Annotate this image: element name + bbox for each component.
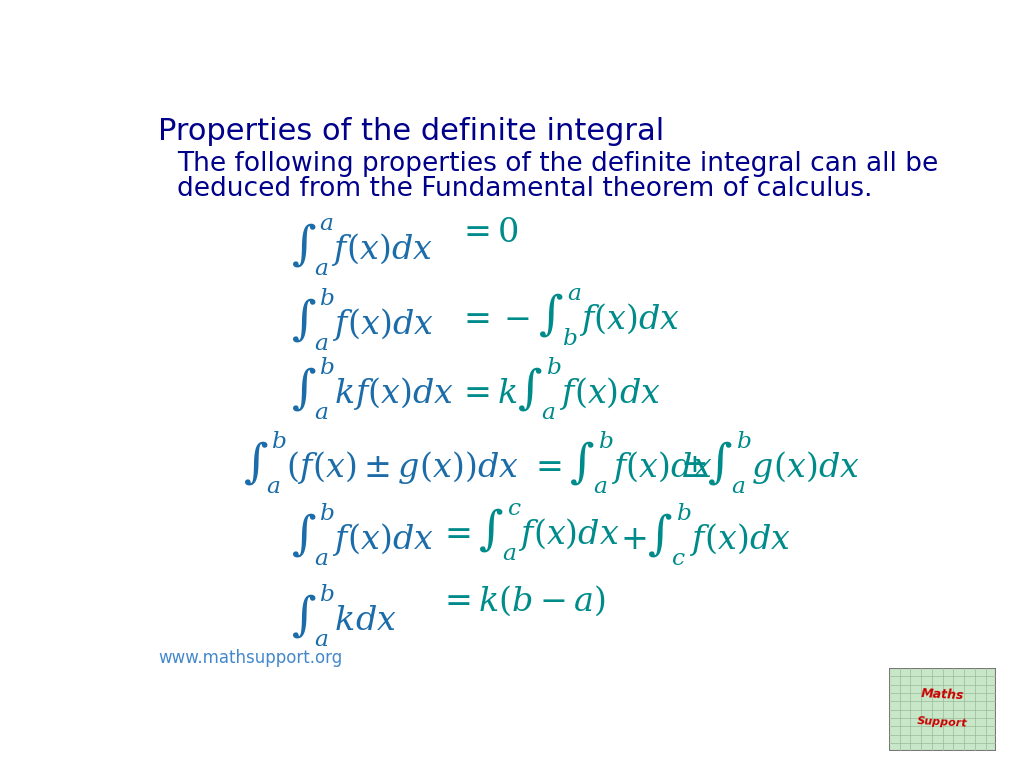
Text: Maths: Maths xyxy=(921,687,965,702)
Text: $\int_a^b kdx$: $\int_a^b kdx$ xyxy=(291,583,396,650)
FancyBboxPatch shape xyxy=(123,88,927,687)
Text: $\int_a^b (f(x) \pm g(x))dx$: $\int_a^b (f(x) \pm g(x))dx$ xyxy=(243,429,519,495)
Text: $= -\int_b^a f(x)dx$: $= -\int_b^a f(x)dx$ xyxy=(458,286,680,348)
FancyBboxPatch shape xyxy=(889,668,996,751)
Text: $= 0$: $= 0$ xyxy=(458,217,519,250)
Text: $= \int_a^c f(x)dx$: $= \int_a^c f(x)dx$ xyxy=(437,502,620,563)
Text: The following properties of the definite integral can all be: The following properties of the definite… xyxy=(177,151,938,177)
Text: $\pm \int_a^b g(x)dx$: $\pm \int_a^b g(x)dx$ xyxy=(680,429,859,495)
Text: www.mathsupport.org: www.mathsupport.org xyxy=(158,649,342,667)
Text: $= k(b - a)$: $= k(b - a)$ xyxy=(437,583,605,617)
Text: deduced from the Fundamental theorem of calculus.: deduced from the Fundamental theorem of … xyxy=(177,176,872,202)
Text: $\int_a^b f(x)dx$: $\int_a^b f(x)dx$ xyxy=(291,286,433,353)
Text: $\int_a^b kf(x)dx$: $\int_a^b kf(x)dx$ xyxy=(291,356,454,422)
Text: $\int_a^a f(x)dx$: $\int_a^a f(x)dx$ xyxy=(291,217,432,278)
Text: $+ \int_c^b f(x)dx$: $+ \int_c^b f(x)dx$ xyxy=(620,502,791,568)
Text: $= \int_a^b f(x)dx$: $= \int_a^b f(x)dx$ xyxy=(528,429,713,495)
Text: $\int_a^b f(x)dx$: $\int_a^b f(x)dx$ xyxy=(291,502,433,568)
Text: $= k\int_a^b f(x)dx$: $= k\int_a^b f(x)dx$ xyxy=(458,356,662,422)
Text: Properties of the definite integral: Properties of the definite integral xyxy=(158,117,665,146)
Text: Support: Support xyxy=(918,716,968,728)
